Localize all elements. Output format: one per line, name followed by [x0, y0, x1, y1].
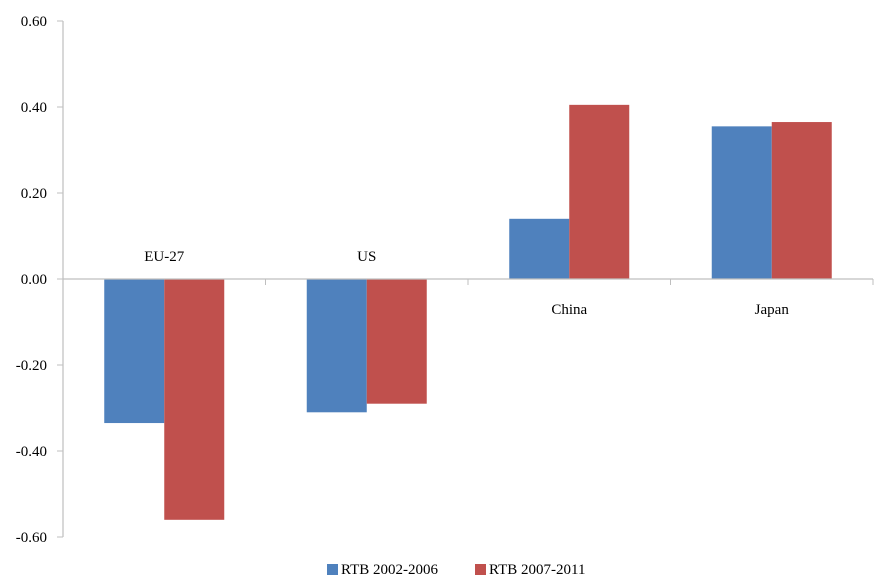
x-tick-label: China: [551, 302, 587, 318]
y-tick-label: -0.40: [16, 444, 47, 460]
legend-swatch-series-2: [475, 564, 486, 575]
bar-eu-27-series-2: [164, 279, 224, 520]
bar-japan-series-1: [712, 126, 772, 279]
y-tick-label: 0.00: [21, 272, 47, 288]
x-tick-label: EU-27: [144, 249, 184, 265]
legend: RTB 2002-2006 RTB 2007-2011: [327, 562, 585, 578]
y-tick-label: 0.40: [21, 100, 47, 116]
y-tick-label: -0.20: [16, 358, 47, 374]
y-tick-label: 0.60: [21, 14, 47, 30]
legend-label-series-1: RTB 2002-2006: [341, 562, 439, 578]
y-tick-label: -0.60: [16, 530, 47, 546]
bar-us-series-2: [367, 279, 427, 404]
bar-us-series-1: [307, 279, 367, 412]
bars-layer: [104, 105, 832, 520]
bar-china-series-2: [569, 105, 629, 279]
legend-swatch-series-1: [327, 564, 338, 575]
legend-label-series-2: RTB 2007-2011: [489, 562, 585, 578]
x-tick-label: US: [357, 249, 376, 265]
bar-eu-27-series-1: [104, 279, 164, 423]
y-tick-label: 0.20: [21, 186, 47, 202]
bar-japan-series-2: [772, 122, 832, 279]
x-tick-label: Japan: [755, 302, 790, 318]
bar-china-series-1: [509, 219, 569, 279]
